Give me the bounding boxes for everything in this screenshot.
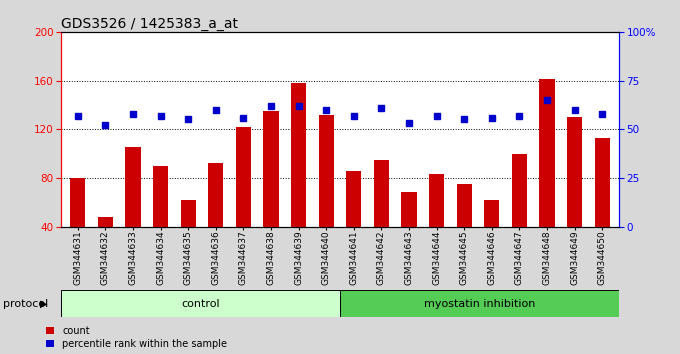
Bar bbox=[263, 111, 279, 227]
Bar bbox=[512, 154, 527, 227]
Bar bbox=[61, 290, 340, 317]
Bar bbox=[429, 174, 444, 227]
Bar bbox=[539, 79, 555, 227]
Bar bbox=[346, 171, 361, 227]
Bar bbox=[125, 148, 141, 227]
Bar bbox=[208, 163, 223, 227]
Bar bbox=[594, 138, 610, 227]
Legend: count, percentile rank within the sample: count, percentile rank within the sample bbox=[46, 326, 227, 349]
Bar bbox=[457, 184, 472, 227]
Text: myostatin inhibition: myostatin inhibition bbox=[424, 298, 535, 309]
Text: GDS3526 / 1425383_a_at: GDS3526 / 1425383_a_at bbox=[61, 17, 238, 31]
Bar bbox=[319, 115, 334, 227]
Text: control: control bbox=[182, 298, 220, 309]
Bar bbox=[181, 200, 196, 227]
Bar bbox=[567, 117, 582, 227]
Text: ▶: ▶ bbox=[40, 298, 48, 309]
Bar bbox=[340, 290, 619, 317]
Bar bbox=[153, 166, 168, 227]
Bar bbox=[70, 178, 86, 227]
Bar bbox=[374, 160, 389, 227]
Bar bbox=[98, 217, 113, 227]
Text: protocol: protocol bbox=[3, 298, 49, 309]
Bar bbox=[236, 127, 251, 227]
Bar bbox=[401, 193, 417, 227]
Bar bbox=[291, 83, 306, 227]
Bar bbox=[484, 200, 499, 227]
